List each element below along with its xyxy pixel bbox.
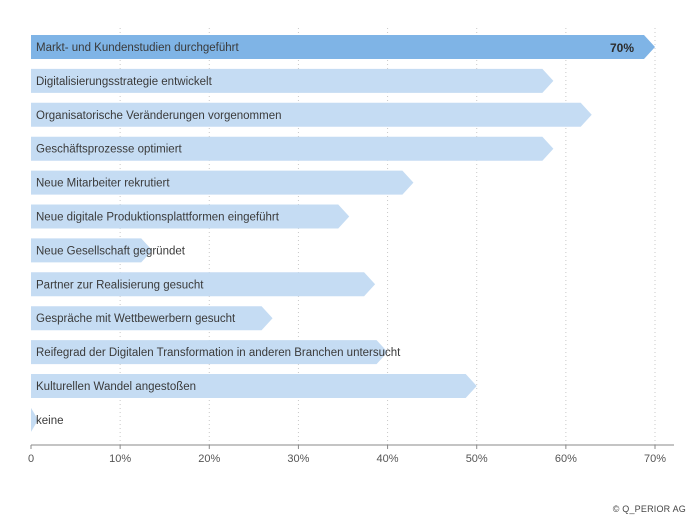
bar-label-12: keine	[36, 415, 64, 427]
copyright-notice: © Q_PERIOR AG	[612, 504, 686, 514]
bar-5	[31, 170, 414, 195]
x-tick-label-0: 0	[28, 453, 34, 465]
x-tick-label-60: 60%	[555, 453, 577, 465]
x-tick-label-70: 70%	[644, 453, 666, 465]
bar-label-10: Reifegrad der Digitalen Transformation i…	[36, 347, 401, 359]
bar-label-1: Markt- und Kundenstudien durchgeführt	[36, 42, 239, 54]
bar-8	[31, 272, 376, 297]
bar-label-11: Kulturellen Wandel angestoßen	[36, 381, 196, 393]
value-label-1: 70%	[610, 41, 634, 55]
bar-label-2: Digitalisierungsstrategie entwickelt	[36, 76, 213, 88]
bar-3	[31, 102, 592, 127]
bar-label-6: Neue digitale Produktionsplattformen ein…	[36, 212, 280, 224]
bar-label-3: Organisatorische Veränderungen vorgenomm…	[36, 110, 281, 122]
bar-label-5: Neue Mitarbeiter rekrutiert	[36, 178, 170, 190]
bar-label-4: Geschäftsprozesse optimiert	[36, 144, 183, 156]
bar-10	[31, 340, 388, 365]
x-tick-label-40: 40%	[377, 453, 399, 465]
x-axis: 0 10% 20% 30% 40% 50% 60% 70%	[28, 444, 674, 465]
bar-4	[31, 136, 554, 161]
bar-1	[31, 35, 655, 59]
x-tick-label-30: 30%	[287, 453, 309, 465]
bar-label-9: Gespräche mit Wettbewerbern gesucht	[36, 313, 236, 325]
bar-7	[31, 238, 153, 263]
grid-lines	[119, 28, 656, 445]
bar-label-7: Neue Gesellschaft gegründet	[36, 245, 186, 257]
bar-11	[31, 374, 477, 398]
bars: Markt- und Kundenstudien durchgeführt 70%…	[31, 35, 655, 432]
bar-2	[31, 68, 554, 93]
bar-12	[31, 407, 39, 432]
x-tick-label-20: 20%	[198, 453, 220, 465]
bar-9	[31, 306, 273, 331]
bar-6	[31, 204, 350, 229]
x-tick-label-10: 10%	[109, 453, 131, 465]
bar-label-8: Partner zur Realisierung gesucht	[36, 279, 204, 291]
x-tick-label-50: 50%	[466, 453, 488, 465]
